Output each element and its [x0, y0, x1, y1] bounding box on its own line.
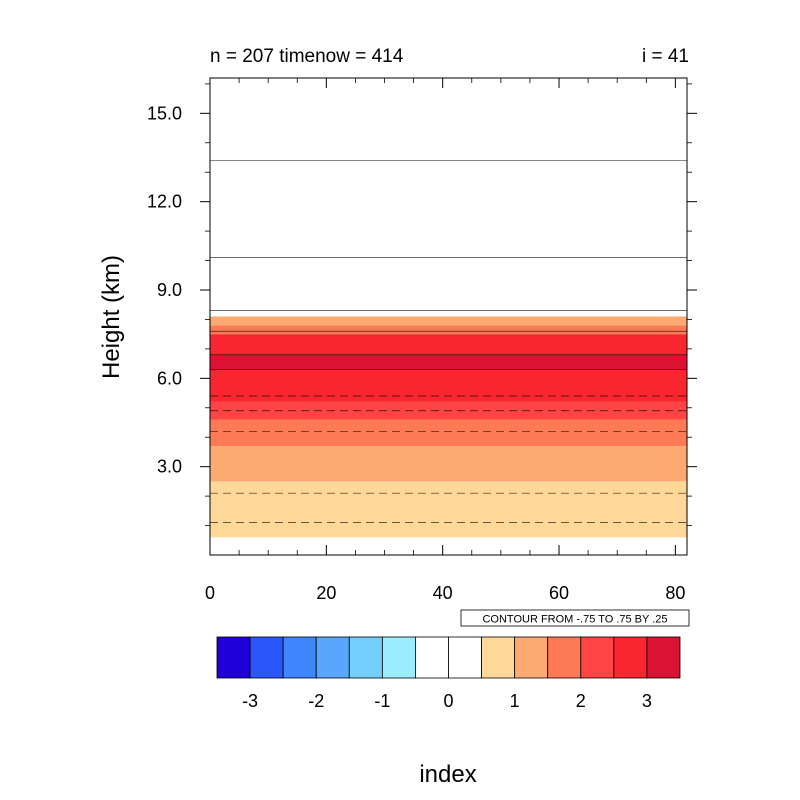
contour-band-6: [210, 354, 687, 370]
axis-ticks: [200, 78, 697, 555]
x-tick-label: 20: [316, 583, 336, 603]
colorbar-swatch-10: [547, 636, 582, 679]
colorbar-swatch-7: [448, 636, 482, 679]
colorbar-swatch-8: [481, 636, 516, 679]
plot-frame: [209, 77, 688, 556]
colorbar-tick-label: 2: [576, 691, 586, 711]
contour-band-7: [210, 334, 687, 355]
colorbar-tick-labels: -3 -2 -1 0 1 2 3: [242, 691, 652, 711]
colorbar-tick-label: -1: [374, 691, 390, 711]
y-tick-label: 3.0: [157, 457, 182, 477]
colorbar-swatch-1: [249, 636, 284, 679]
x-tick-label: 40: [433, 583, 453, 603]
contour-band-5: [210, 369, 687, 402]
contour-band-8: [210, 325, 687, 335]
y-axis-label: Height (km): [98, 255, 125, 379]
y-tick-label: 15.0: [147, 103, 182, 123]
title-right: i = 41: [642, 46, 689, 67]
contour-band-3: [210, 419, 687, 447]
contour-band-9: [210, 316, 687, 326]
y-tick-label: 6.0: [157, 368, 182, 388]
x-tick-label: 60: [549, 583, 569, 603]
colorbar-tick-label: 0: [443, 691, 453, 711]
colorbar-swatch-2: [282, 636, 317, 679]
colorbar-swatch-4: [348, 636, 383, 679]
y-tick-labels: 3.0 6.0 9.0 12.0 15.0: [147, 103, 182, 476]
colorbar-swatch-0: [216, 636, 251, 679]
colorbar-swatch-11: [580, 636, 615, 679]
filled-contour-bands: [210, 316, 687, 538]
contour-band-2: [210, 446, 687, 482]
colorbar-swatch-12: [613, 636, 648, 679]
contour-lines: [210, 160, 687, 523]
colorbar-tick-label: -3: [242, 691, 258, 711]
x-tick-labels: 0 20 40 60 80: [205, 583, 685, 603]
title-left: n = 207 timenow = 414: [210, 46, 404, 67]
colorbar-tick-label: -2: [308, 691, 324, 711]
colorbar: [216, 636, 681, 679]
colorbar-swatch-3: [315, 636, 350, 679]
x-tick-label: 80: [665, 583, 685, 603]
contour-band-1: [210, 481, 687, 508]
x-tick-label: 0: [205, 583, 215, 603]
colorbar-tick-label: 3: [642, 691, 652, 711]
contour-info-box: [460, 609, 690, 627]
contour-info-label: CONTOUR FROM -.75 TO .75 BY .25: [482, 614, 667, 626]
y-tick-label: 9.0: [157, 280, 182, 300]
y-tick-label: 12.0: [147, 192, 182, 212]
colorbar-swatch-9: [514, 636, 549, 679]
colorbar-swatch-13: [646, 636, 681, 679]
colorbar-label: index: [419, 761, 476, 788]
colorbar-tick-label: 1: [510, 691, 520, 711]
colorbar-swatch-6: [415, 636, 449, 679]
colorbar-swatch-5: [381, 636, 416, 679]
